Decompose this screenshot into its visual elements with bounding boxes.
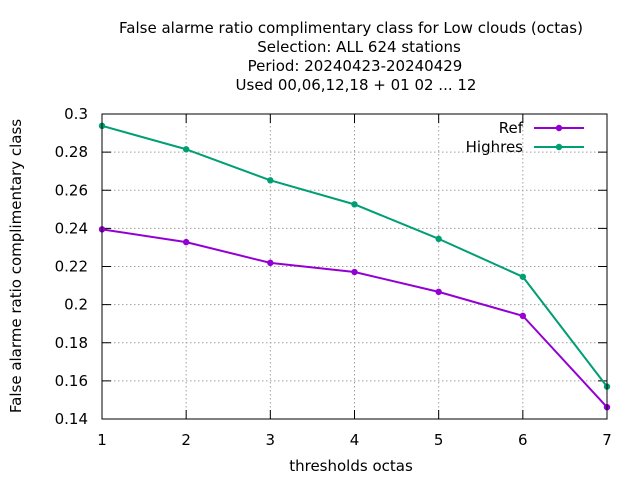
data-point-highres: [435, 235, 442, 243]
data-point-highres: [351, 201, 358, 208]
x-tick-label: 6: [518, 431, 528, 449]
data-point-ref: [351, 268, 358, 276]
x-tick-label: 3: [266, 431, 276, 449]
data-point-highres: [182, 146, 190, 153]
title-line-2: Selection: ALL 624 stations: [257, 38, 461, 56]
series-lines: [98, 122, 611, 411]
legend-label: Highres: [466, 138, 524, 156]
x-tick-label: 7: [602, 431, 612, 449]
title-line-3: Period: 20240423-20240429: [248, 57, 463, 75]
grid: [102, 114, 607, 419]
legend-label: Ref: [499, 119, 524, 137]
y-tick-label: 0.18: [55, 334, 88, 352]
data-point-ref: [267, 259, 274, 267]
x-tick-label: 5: [434, 431, 444, 449]
plot-frame: [101, 113, 608, 420]
legend-marker: [555, 124, 563, 132]
data-point-ref: [519, 312, 527, 320]
x-tick-label: 4: [350, 431, 360, 449]
data-point-ref: [182, 238, 190, 246]
y-tick-label: 0.28: [55, 143, 88, 161]
y-tick-label: 0.14: [55, 410, 88, 428]
y-tick-label: 0.26: [55, 181, 88, 199]
y-tick-label: 0.2: [64, 296, 88, 314]
title-line-4: Used 00,06,12,18 + 01 02 ... 12: [236, 76, 477, 94]
x-axis-label: thresholds octas: [289, 457, 413, 475]
data-point-highres: [519, 273, 527, 280]
y-tick-label: 0.16: [55, 372, 88, 390]
x-tick-label: 1: [97, 431, 107, 449]
legend-marker: [555, 143, 563, 151]
y-tick-label: 0.3: [64, 105, 88, 123]
y-tick-label: 0.22: [55, 258, 88, 276]
chart-title: False alarme ratio complimentary class f…: [119, 19, 583, 94]
title-line-1: False alarme ratio complimentary class f…: [119, 19, 583, 37]
y-tick-label: 0.24: [55, 219, 88, 237]
data-point-ref: [435, 288, 442, 296]
x-tick-label: 2: [181, 431, 191, 449]
y-axis-ticks: 0.14 0.16 0.18 0.2 0.22 0.24 0.26 0.28 0.3: [55, 105, 607, 428]
y-axis-label: False alarme ratio complimentary class: [7, 119, 25, 413]
data-point-highres: [267, 177, 274, 184]
